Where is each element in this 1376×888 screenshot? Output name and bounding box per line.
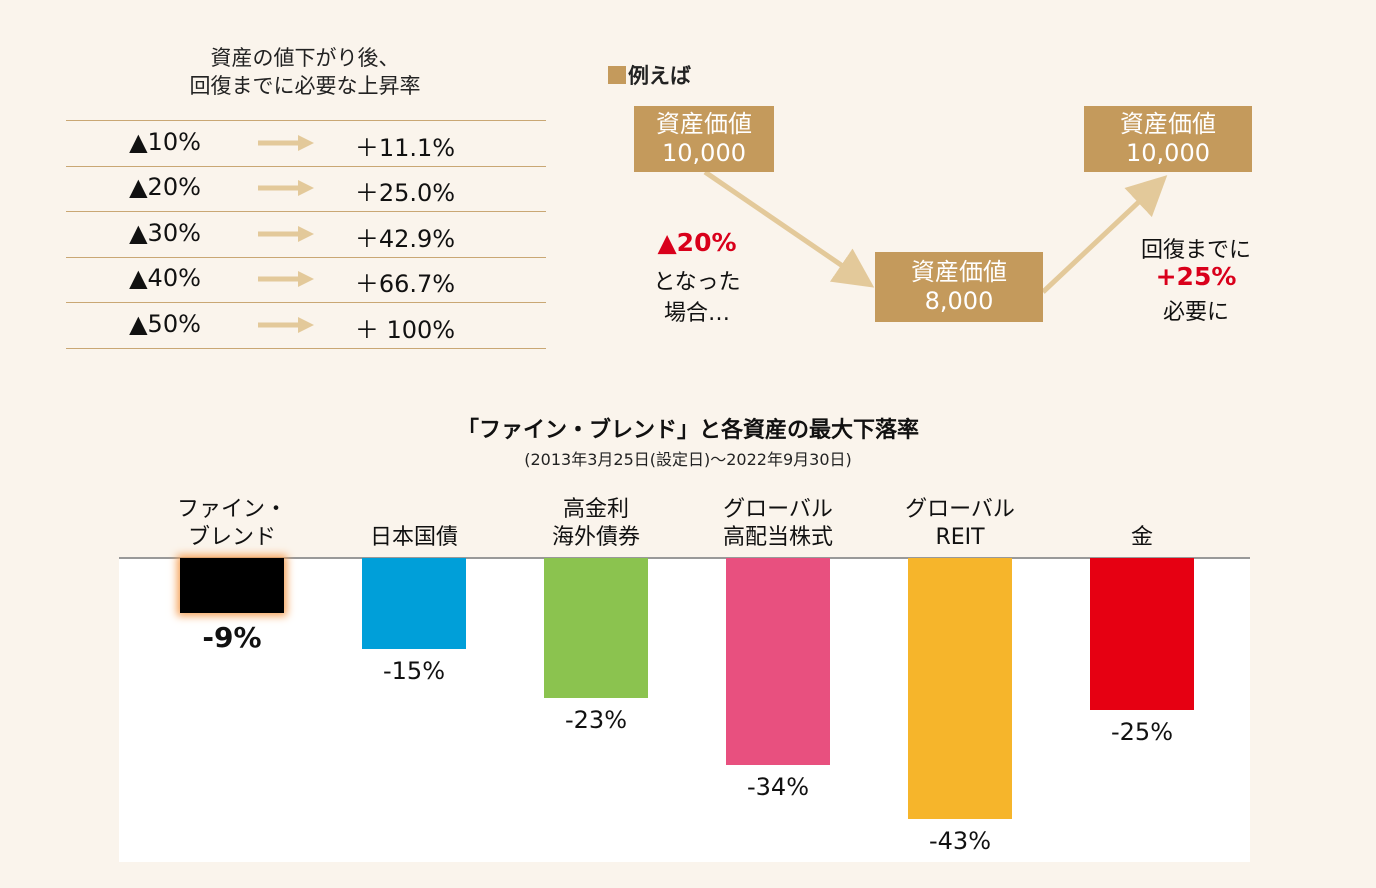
value-box: 資産価値 8,000 bbox=[875, 252, 1043, 322]
table-title: 資産の値下がり後、 bbox=[210, 46, 400, 70]
rise-cell: ＋11.1% bbox=[354, 133, 456, 162]
table-rule bbox=[66, 211, 546, 212]
table-title: 回復までに必要な上昇率 bbox=[189, 74, 421, 98]
x-tick-label: グローバル 高配当株式 bbox=[722, 497, 834, 550]
rise-cell: ＋ 100% bbox=[354, 315, 456, 344]
plot-area bbox=[119, 558, 1250, 862]
arrow bbox=[703, 169, 875, 288]
drop-cell: ▲20% bbox=[129, 173, 201, 202]
table-rule bbox=[66, 165, 546, 167]
rise-cell: ＋66.7% bbox=[354, 270, 456, 299]
box-label: 資産価値 bbox=[1120, 110, 1216, 138]
drop-note: 場合… bbox=[663, 301, 731, 326]
x-tick-label: 高金利 海外債券 bbox=[551, 497, 641, 550]
drop-note: となった bbox=[653, 270, 741, 295]
table-rule bbox=[66, 302, 546, 303]
x-tick-label: ファイン・ ブレンド bbox=[176, 497, 288, 550]
x-tick-label: グローバル REIT bbox=[905, 497, 1015, 550]
recovery-note: 必要に bbox=[1162, 300, 1230, 325]
example-heading: 例えば bbox=[628, 64, 691, 88]
box-value: 8,000 bbox=[924, 287, 994, 315]
box-label: 資産価値 bbox=[656, 110, 752, 138]
rise-cell: ＋42.9% bbox=[354, 224, 456, 253]
table-rule bbox=[66, 120, 546, 121]
box-label: 資産価値 bbox=[911, 258, 1007, 286]
bar bbox=[908, 558, 1012, 820]
bar bbox=[1090, 558, 1194, 710]
heading-square bbox=[608, 66, 626, 84]
value-box: 資産価値 10,000 bbox=[1084, 106, 1252, 172]
drop-cell: ▲50% bbox=[129, 309, 201, 338]
value-label: -43% bbox=[928, 827, 992, 856]
bar bbox=[726, 558, 830, 765]
rise-cell: ＋25.0% bbox=[354, 179, 456, 208]
bar bbox=[544, 558, 648, 698]
arrows bbox=[703, 169, 1168, 294]
recovery-note: +25% bbox=[1155, 262, 1237, 291]
row-arrow bbox=[258, 178, 314, 198]
row-arrow bbox=[258, 133, 314, 153]
chart-title: 「ファイン・ブレンド」と各資産の最大下落率 bbox=[456, 418, 920, 443]
bar bbox=[180, 558, 284, 613]
table-rule bbox=[66, 256, 546, 258]
value-label: -34% bbox=[746, 772, 810, 801]
drop-note: ▲20% bbox=[657, 228, 737, 257]
table-rule bbox=[66, 347, 546, 349]
row-arrow bbox=[258, 315, 314, 335]
row-arrow bbox=[258, 269, 314, 289]
baseline bbox=[119, 557, 1250, 559]
recovery-note: 回復までに bbox=[1140, 238, 1252, 263]
box-value: 10,000 bbox=[1126, 139, 1210, 167]
bar bbox=[362, 558, 466, 650]
x-tick-label: 金 bbox=[1130, 525, 1154, 550]
row-arrow bbox=[258, 224, 314, 244]
x-tick-label: 日本国債 bbox=[369, 525, 459, 550]
value-label: -25% bbox=[1110, 718, 1174, 746]
value-label: -23% bbox=[564, 705, 628, 734]
chart-subtitle: (2013年3月25日(設定日)～2022年9月30日) bbox=[524, 450, 852, 469]
value-box: 資産価値 10,000 bbox=[634, 106, 774, 172]
box-value: 10,000 bbox=[662, 139, 746, 167]
value-label: -15% bbox=[382, 657, 446, 686]
drop-cell: ▲40% bbox=[129, 264, 201, 293]
drop-cell: ▲10% bbox=[129, 127, 201, 156]
value-label: -9% bbox=[202, 620, 262, 654]
arrow bbox=[1041, 175, 1168, 294]
drop-cell: ▲30% bbox=[129, 218, 201, 247]
